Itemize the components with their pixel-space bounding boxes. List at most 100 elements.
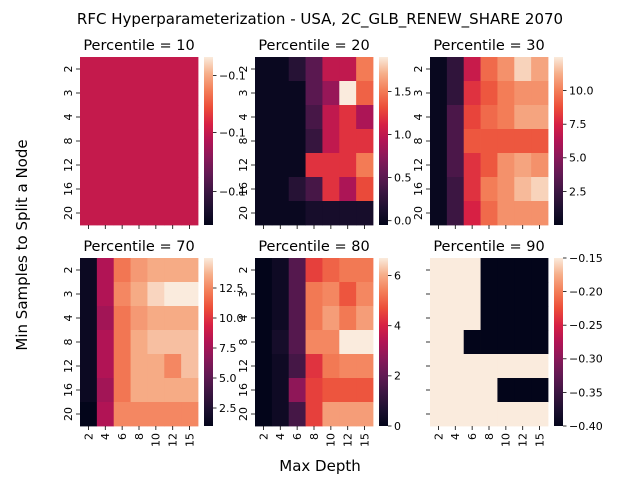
y-tick-label: 8 — [237, 339, 250, 346]
heatmap-cell — [96, 378, 115, 403]
heatmap-cell — [497, 306, 515, 331]
heatmap-cell — [480, 153, 498, 178]
heatmap-cell — [181, 378, 199, 403]
heatmap-cell — [446, 306, 465, 331]
heatmap-cell — [480, 402, 498, 427]
heatmap-cell — [147, 129, 165, 154]
x-tick-label: 8 — [133, 433, 146, 440]
heatmap-cell — [356, 153, 374, 178]
heatmap-cell — [96, 201, 115, 226]
heatmap-cell — [80, 57, 98, 82]
x-tick-label: 12 — [342, 433, 355, 447]
heatmap-cell — [181, 129, 199, 154]
heatmap-cell — [514, 378, 532, 403]
colorbar-tick-label: 1.0 — [394, 128, 412, 141]
heatmap-cell — [339, 258, 357, 283]
heatmap-cell — [130, 129, 148, 154]
heatmap-cell — [430, 282, 448, 307]
heatmap-cell — [130, 177, 148, 202]
heatmap-cell — [339, 153, 357, 178]
heatmap-cell — [339, 402, 357, 427]
heatmap-cell — [96, 57, 115, 82]
heatmap-cell — [130, 57, 148, 82]
heatmap-cell — [271, 201, 290, 226]
heatmap-cell — [497, 258, 515, 283]
y-tick-label: 3 — [62, 90, 75, 97]
heatmap-cell — [514, 306, 532, 331]
heatmap-cell — [271, 129, 290, 154]
heatmap-cell — [181, 153, 199, 178]
heatmap-cell — [113, 354, 131, 379]
heatmap-cell — [463, 330, 481, 355]
heatmap-cell — [164, 129, 182, 154]
heatmap-cell — [430, 81, 448, 106]
heatmap-cell — [322, 201, 340, 226]
heatmap-cell — [130, 306, 148, 331]
colorbar — [204, 57, 213, 225]
heatmap-cell — [255, 354, 273, 379]
panel-title: Percentile = 90 — [433, 239, 544, 255]
heatmap-cell — [130, 402, 148, 427]
x-tick-label: 8 — [483, 433, 496, 440]
heatmap-cell — [271, 81, 290, 106]
heatmap-cell — [255, 378, 273, 403]
heatmap-cell — [288, 282, 306, 307]
colorbar-tick-label: 6 — [394, 269, 401, 282]
x-tick-label: 8 — [308, 433, 321, 440]
heatmap-cell — [322, 282, 340, 307]
heatmap-cell — [96, 153, 115, 178]
heatmap-cell — [514, 258, 532, 283]
heatmap-cell — [463, 378, 481, 403]
heatmap-cell — [80, 258, 98, 283]
heatmap-cell — [356, 105, 374, 130]
heatmap-cell — [497, 153, 515, 178]
x-tick-label: 4 — [99, 433, 112, 440]
heatmap-cell — [96, 81, 115, 106]
y-tick-label: 16 — [62, 182, 75, 196]
figure-suptitle: RFC Hyperparameterization - USA, 2C_GLB_… — [77, 10, 563, 29]
colorbar-tick-label: −0.35 — [569, 386, 603, 399]
heatmap-cell — [514, 129, 532, 154]
colorbar-tick-label: −0.1 — [219, 126, 246, 139]
heatmap-cell — [430, 129, 448, 154]
heatmap-cell — [130, 201, 148, 226]
heatmap-cell — [531, 129, 549, 154]
heatmap-cell — [463, 306, 481, 331]
y-tick-label: 20 — [412, 206, 425, 220]
heatmap-cell — [463, 177, 481, 202]
heatmap-cell — [181, 402, 199, 427]
heatmap-cell — [113, 282, 131, 307]
heatmap-cell — [305, 105, 323, 130]
panel-title: Percentile = 80 — [258, 239, 369, 255]
heatmap-cell — [356, 306, 374, 331]
panel-title: Percentile = 10 — [83, 38, 194, 54]
heatmap-cell — [356, 258, 374, 283]
panel-title: Percentile = 20 — [258, 38, 369, 54]
y-tick-label: 2 — [412, 66, 425, 73]
heatmap-cell — [305, 153, 323, 178]
colorbar-tick-label: 5.0 — [219, 372, 237, 385]
colorbar-tick-label: 5.0 — [569, 152, 587, 165]
heatmap-cell — [480, 330, 498, 355]
heatmap-cell — [356, 354, 374, 379]
colorbar — [554, 258, 563, 426]
heatmap-cell — [339, 282, 357, 307]
figure-ylabel: Min Samples to Split a Node — [13, 139, 31, 350]
x-tick-label: 12 — [167, 433, 180, 447]
heatmap-cell — [288, 330, 306, 355]
y-tick-label: 3 — [237, 90, 250, 97]
y-tick-label: 2 — [62, 66, 75, 73]
heatmap-cell — [430, 330, 448, 355]
heatmap-cell — [480, 258, 498, 283]
heatmap-cell — [164, 201, 182, 226]
heatmap-cell — [339, 57, 357, 82]
heatmap-cell — [480, 105, 498, 130]
heatmap-cell — [322, 129, 340, 154]
heatmap-cell — [147, 402, 165, 427]
heatmap-cell — [446, 153, 465, 178]
heatmap-cell — [255, 330, 273, 355]
colorbar-tick-label: −0.1 — [219, 69, 246, 82]
x-tick-label: 15 — [533, 433, 546, 447]
heatmap-cell — [497, 105, 515, 130]
heatmap-cell — [164, 153, 182, 178]
